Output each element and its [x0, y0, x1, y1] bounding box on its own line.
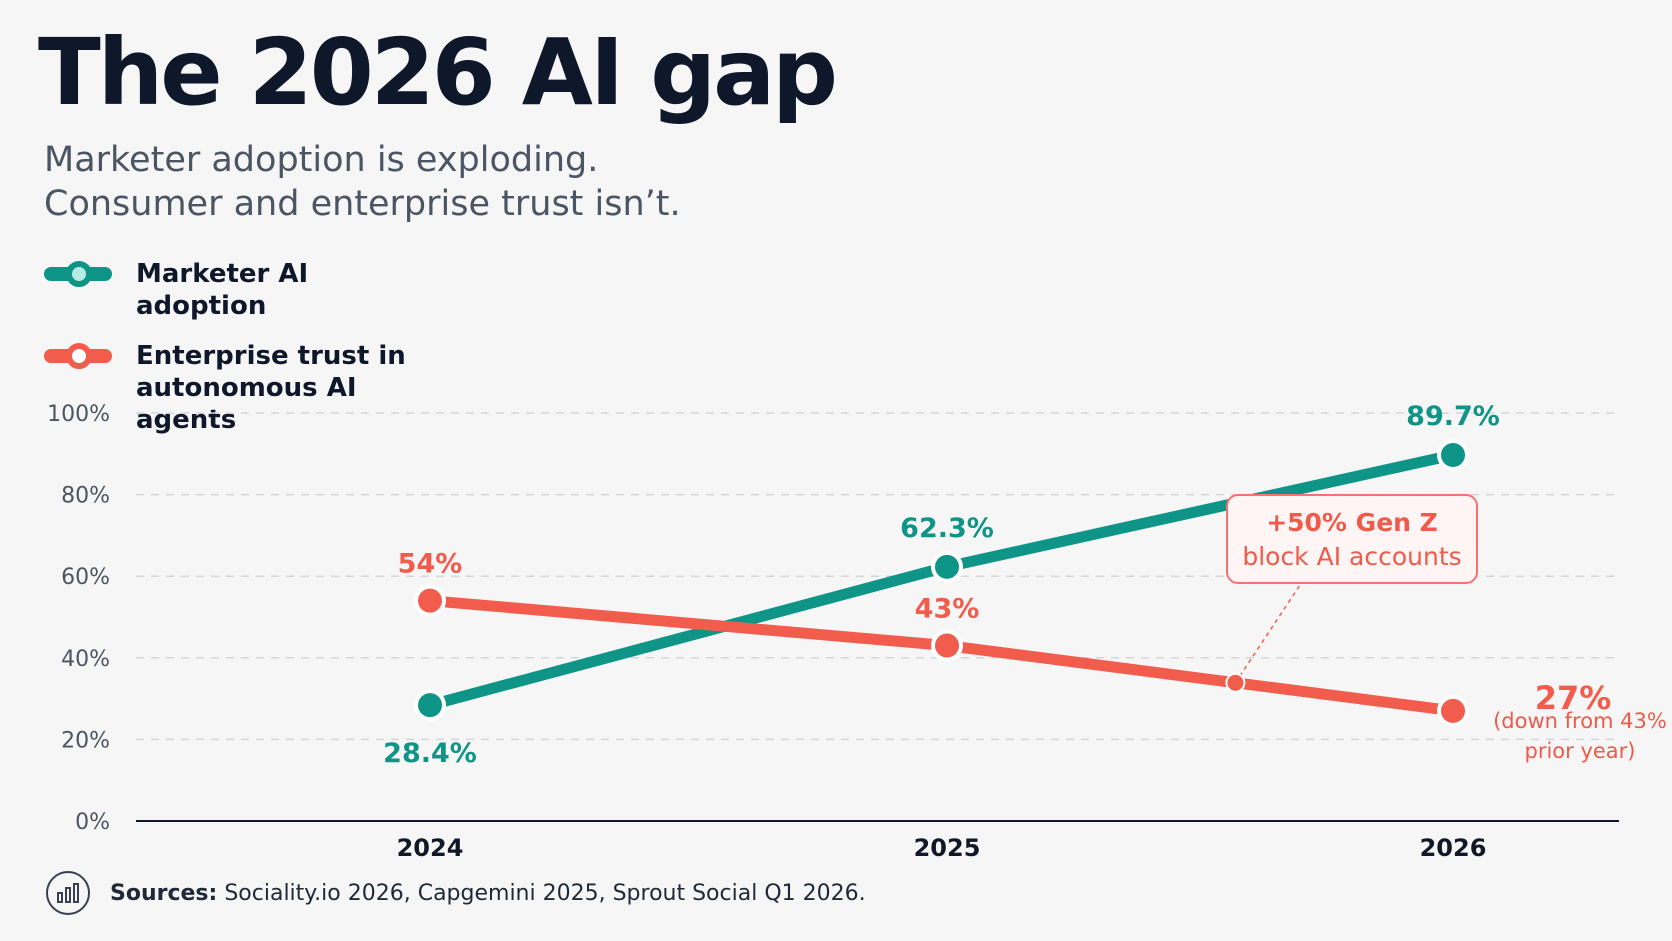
sources-text: Sociality.io 2026, Capgemini 2025, Sprou… [224, 880, 866, 906]
y-tick-label: 40% [61, 647, 110, 672]
legend-item-adoption: Marketer AI adoption [44, 258, 446, 322]
chart-subtitle: Marketer adoption is exploding. Consumer… [44, 138, 681, 226]
annotation-callout: +50% Gen Z block AI accounts [1226, 494, 1478, 584]
data-point [1437, 439, 1469, 472]
data-point [414, 689, 446, 722]
legend-label: Marketer AI adoption [136, 259, 309, 321]
x-tick-label: 2024 [397, 834, 464, 862]
y-tick-label: 20% [61, 728, 110, 753]
data-point [1437, 694, 1469, 727]
data-point [931, 550, 963, 583]
data-point [931, 629, 963, 662]
data-label: 27% [1535, 679, 1612, 717]
legend-swatch-trust [44, 343, 112, 369]
chart-title: The 2026 AI gap [38, 19, 838, 126]
x-tick-label: 2026 [1420, 834, 1487, 862]
legend-item-trust: Enterprise trust in autonomous AI agents [44, 340, 446, 436]
sources-label: Sources: [110, 880, 218, 906]
data-point [414, 584, 446, 617]
y-tick-label: 80% [61, 484, 110, 509]
callout-title: +50% Gen Z [1266, 508, 1438, 537]
bar-chart-icon [46, 871, 90, 915]
subtitle-line-2: Consumer and enterprise trust isn’t. [44, 184, 681, 224]
data-label: 43% [915, 594, 980, 625]
x-tick-label: 2025 [914, 834, 981, 862]
legend-label: Enterprise trust in autonomous AI agents [136, 341, 406, 435]
legend: Marketer AI adoption Enterprise trust in… [44, 258, 446, 454]
callout-leader [1234, 584, 1301, 684]
data-label: 89.7% [1406, 401, 1500, 432]
callout-text: block AI accounts [1242, 542, 1462, 571]
y-tick-label: 0% [75, 810, 110, 835]
subtitle-line-1: Marketer adoption is exploding. [44, 140, 599, 180]
data-label: 54% [398, 549, 463, 580]
callout-anchor-point [1225, 672, 1246, 693]
annotation-note: (down from 43% prior year) [1493, 709, 1667, 763]
data-label: 62.3% [900, 513, 994, 544]
sources: Sources: Sociality.io 2026, Capgemini 20… [46, 871, 866, 915]
y-tick-label: 60% [61, 565, 110, 590]
y-tick-label: 100% [47, 402, 110, 427]
legend-swatch-adoption [44, 261, 112, 287]
data-label: 28.4% [383, 738, 477, 769]
